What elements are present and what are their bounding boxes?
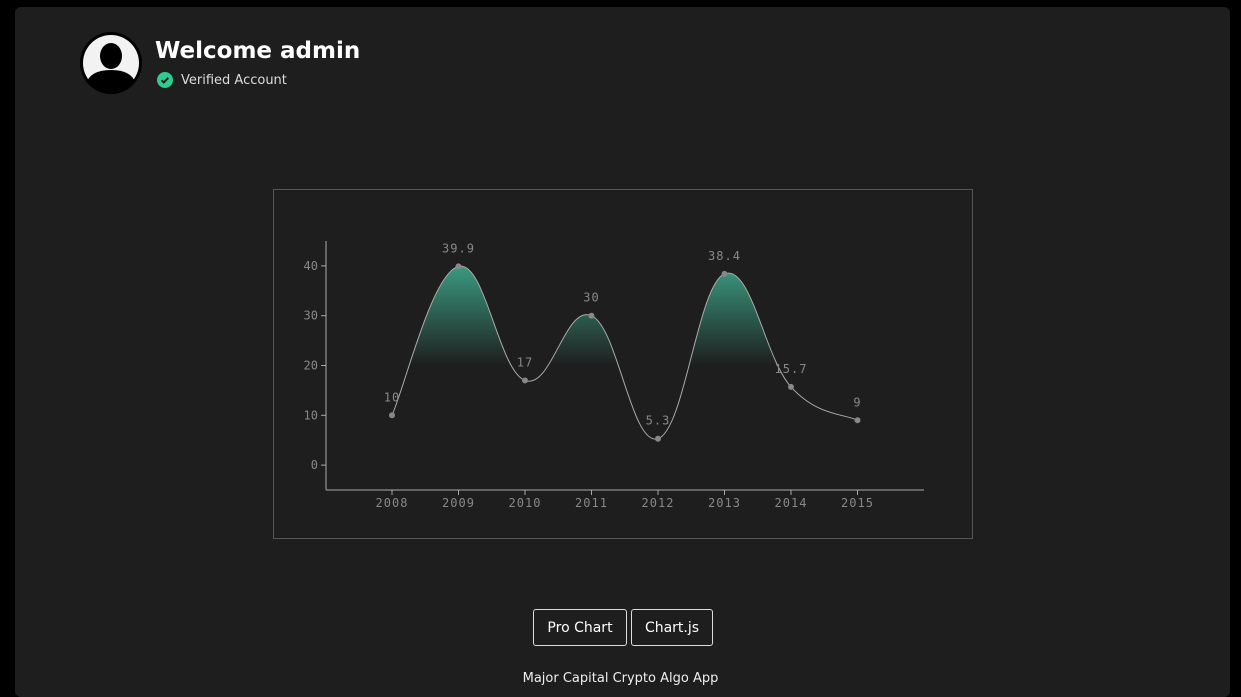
x-tick-label: 2014: [775, 496, 808, 510]
data-point: [721, 270, 728, 277]
user-icon: [83, 35, 139, 94]
x-tick-label: 2011: [575, 496, 608, 510]
data-label: 38.4: [708, 249, 741, 263]
pro-chart-button[interactable]: Pro Chart: [533, 609, 627, 646]
data-label: 9: [853, 395, 861, 409]
data-label: 10: [384, 390, 400, 404]
data-point: [588, 312, 595, 319]
y-tick-label: 40: [304, 259, 318, 273]
data-point: [788, 383, 794, 390]
chart-container: 0 10 20 30 40 2008 2009 2010 2011 2012 2013 2014 201…: [273, 189, 973, 539]
line-chart: 0 10 20 30 40 2008 2009 2010 2011 2012 2013 2014 201…: [304, 241, 924, 510]
chartjs-button[interactable]: Chart.js: [631, 609, 713, 646]
x-tick-label: 2008: [376, 496, 409, 510]
y-tick-label: 30: [304, 309, 318, 323]
data-point: [455, 263, 462, 270]
x-tick-label: 2010: [509, 496, 542, 510]
page-title: Welcome admin: [155, 38, 361, 64]
data-label: 30: [583, 291, 599, 305]
footer-text: Major Capital Crypto Algo App: [522, 671, 719, 686]
check-circle-icon: [157, 72, 173, 88]
data-point: [854, 417, 861, 424]
data-label: 39.9: [442, 241, 475, 255]
y-tick-label: 20: [304, 359, 318, 373]
data-label: 5.3: [646, 414, 671, 428]
avatar: [80, 32, 142, 94]
y-tick-label: 0: [311, 458, 318, 472]
area-fill: [392, 266, 858, 366]
x-tick-label: 2012: [642, 496, 675, 510]
x-tick-label: 2013: [708, 496, 741, 510]
data-point: [522, 377, 528, 384]
x-tick-label: 2015: [841, 496, 874, 510]
main-panel: [15, 7, 1230, 697]
verified-label: Verified Account: [181, 72, 287, 88]
x-tick-label: 2009: [442, 496, 475, 510]
data-point: [389, 412, 395, 419]
data-point: [655, 435, 661, 442]
verified-status: Verified Account: [157, 72, 287, 88]
series-line: [391, 265, 858, 440]
y-tick-label: 10: [304, 408, 318, 422]
data-label: 17: [517, 355, 533, 369]
data-label: 15.7: [775, 362, 808, 376]
